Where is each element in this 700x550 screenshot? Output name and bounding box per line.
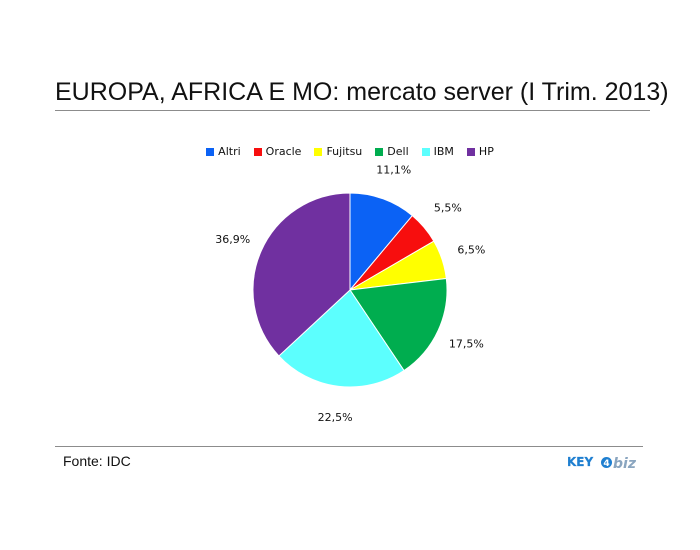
legend-label: HP — [478, 145, 494, 158]
pie-slices — [252, 192, 448, 388]
legend-item-hp: HP — [466, 145, 494, 158]
legend-item-oracle: Oracle — [253, 145, 302, 158]
legend-label: Fujitsu — [326, 145, 363, 158]
legend-item-ibm: IBM — [421, 145, 454, 158]
legend-swatch — [421, 147, 430, 156]
legend-label: Oracle — [265, 145, 302, 158]
data-label-hp: 36,9% — [215, 233, 250, 246]
pie-slice-hp — [252, 192, 351, 357]
pie-labels: 11,1% 5,5% 6,5% 17,5% 22,5% 36,9% — [215, 164, 485, 424]
legend-label: Altri — [218, 145, 241, 158]
pie-slice-altri — [349, 192, 414, 292]
logo-text-right: biz — [613, 456, 637, 472]
legend-label: IBM — [433, 145, 454, 158]
legend-item-dell: Dell — [375, 145, 409, 158]
key4biz-logo: 4 KEY biz — [567, 455, 637, 472]
data-label-oracle: 5,5% — [434, 201, 462, 214]
source-note: Fonte: IDC — [63, 453, 131, 469]
logo-text-left: KEY — [567, 455, 593, 469]
chart-title: EUROPA, AFRICA E MO: mercato server (I T… — [55, 78, 669, 106]
title-divider — [55, 110, 650, 111]
chart-legend: Altri Oracle Fujitsu Dell IBM HP — [0, 145, 700, 158]
legend-item-fujitsu: Fujitsu — [314, 145, 362, 158]
legend-item-altri: Altri — [206, 145, 241, 158]
pie-slice-ibm — [278, 289, 405, 388]
data-label-fujitsu: 6,5% — [457, 243, 485, 256]
legend-swatch — [206, 147, 215, 156]
legend-swatch — [314, 147, 323, 156]
svg-text:4: 4 — [603, 459, 609, 469]
data-label-altri: 11,1% — [376, 164, 411, 177]
legend-label: Dell — [387, 145, 409, 158]
pie-slice-dell — [349, 277, 448, 372]
legend-swatch — [375, 147, 384, 156]
legend-swatch — [466, 147, 475, 156]
data-label-dell: 17,5% — [449, 337, 484, 350]
legend-swatch — [253, 147, 262, 156]
footer-divider — [55, 446, 643, 447]
data-label-ibm: 22,5% — [318, 411, 353, 424]
